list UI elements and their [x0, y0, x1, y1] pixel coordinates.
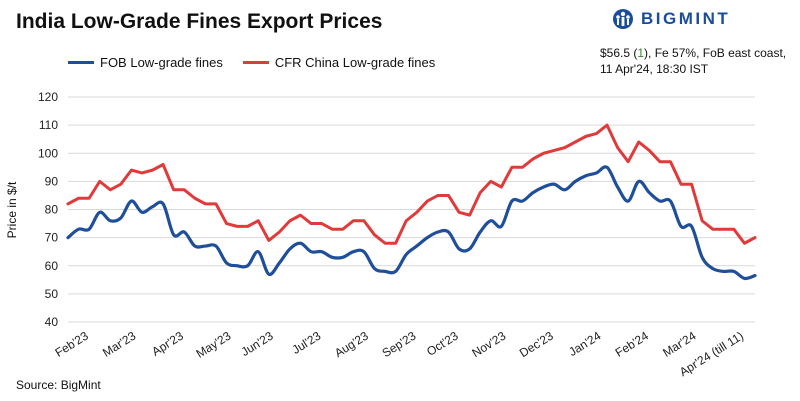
- chart-legend: FOB Low-grade fines CFR China Low-grade …: [68, 55, 455, 70]
- y-tick-label-120: 120: [38, 90, 58, 104]
- price-change: 1: [637, 46, 645, 60]
- bigmint-logo-icon: [613, 9, 633, 29]
- y-tick-label-70: 70: [45, 231, 59, 245]
- y-tick-label-110: 110: [39, 118, 58, 132]
- logo-text: BIGMINT: [641, 9, 731, 28]
- price-info-line1: $56.5 (1), Fe 57%, FoB east coast,: [600, 45, 786, 61]
- y-tick-label-80: 80: [45, 203, 59, 217]
- x-tick-label-2: Apr'23: [149, 328, 186, 358]
- x-tick-label-5: Jul'23: [290, 329, 324, 357]
- legend-label-cfr: CFR China Low-grade fines: [274, 55, 436, 70]
- y-tick-label-60: 60: [45, 259, 59, 273]
- legend-swatch-cfr: [242, 61, 269, 64]
- x-tick-label-4: Jun'23: [239, 329, 276, 360]
- x-tick-label-7: Sep'23: [380, 329, 419, 361]
- price-spec: ), Fe 57%, FoB east coast,: [644, 46, 787, 60]
- source-note: Source: BigMint: [16, 378, 101, 392]
- y-tick-label-100: 100: [38, 146, 58, 160]
- x-tick-label-12: Feb'24: [613, 329, 651, 360]
- x-tick-label-9: Nov'23: [469, 329, 508, 361]
- y-tick-label-90: 90: [45, 174, 59, 188]
- legend-item-cfr: CFR China Low-grade fines: [242, 55, 436, 70]
- y-tick-label-40: 40: [45, 315, 59, 329]
- bigmint-logo: BIGMINT: [612, 8, 730, 30]
- legend-swatch-fob: [68, 61, 94, 64]
- x-tick-label-1: Mar'23: [100, 329, 138, 360]
- x-tick-label-0: Feb'23: [53, 329, 91, 360]
- y-tick-label-50: 50: [45, 287, 59, 301]
- legend-item-fob: FOB Low-grade fines: [68, 55, 223, 70]
- series-line-fob: [66, 165, 757, 281]
- x-tick-label-6: Aug'23: [332, 329, 371, 361]
- chart-title: India Low-Grade Fines Export Prices: [16, 10, 383, 33]
- x-tick-label-10: Dec'23: [517, 329, 556, 361]
- x-tick-label-11: Jan'24: [566, 329, 603, 360]
- series-line-cfr-china: [66, 123, 757, 245]
- x-tick-label-13: Mar'24: [660, 329, 698, 360]
- legend-label-fob: FOB Low-grade fines: [100, 55, 223, 70]
- price-info: $56.5 (1), Fe 57%, FoB east coast, 11 Ap…: [600, 45, 786, 77]
- x-tick-label-8: Oct'23: [424, 329, 461, 359]
- x-tick-label-3: May'23: [194, 329, 234, 361]
- price-info-line2: 11 Apr'24, 18:30 IST: [600, 62, 709, 76]
- price-value: $56.5 (: [600, 46, 638, 60]
